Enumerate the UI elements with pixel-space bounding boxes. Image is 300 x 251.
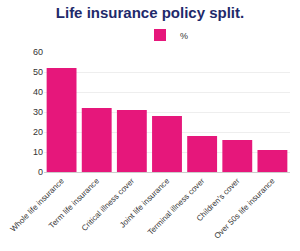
- svg-text:60: 60: [33, 47, 43, 57]
- svg-text:10: 10: [33, 147, 43, 157]
- svg-text:Whole life insurance: Whole life insurance: [9, 176, 67, 234]
- svg-text:Over 50s life insurance: Over 50s life insurance: [212, 176, 277, 241]
- svg-text:Joint life insurance: Joint life insurance: [118, 176, 172, 230]
- svg-text:Critical illness cover: Critical illness cover: [80, 176, 137, 233]
- svg-text:Terminal illness cover: Terminal illness cover: [146, 176, 207, 237]
- svg-text:40: 40: [33, 87, 43, 97]
- svg-text:20: 20: [33, 127, 43, 137]
- svg-text:Term life insurance: Term life insurance: [47, 176, 101, 230]
- svg-text:50: 50: [33, 67, 43, 77]
- svg-text:0: 0: [38, 167, 43, 177]
- svg-text:30: 30: [33, 107, 43, 117]
- svg-text:Children's cover: Children's cover: [195, 176, 242, 223]
- svg-text:Life insurance policy split.: Life insurance policy split.: [56, 4, 244, 21]
- svg-text:%: %: [180, 31, 188, 41]
